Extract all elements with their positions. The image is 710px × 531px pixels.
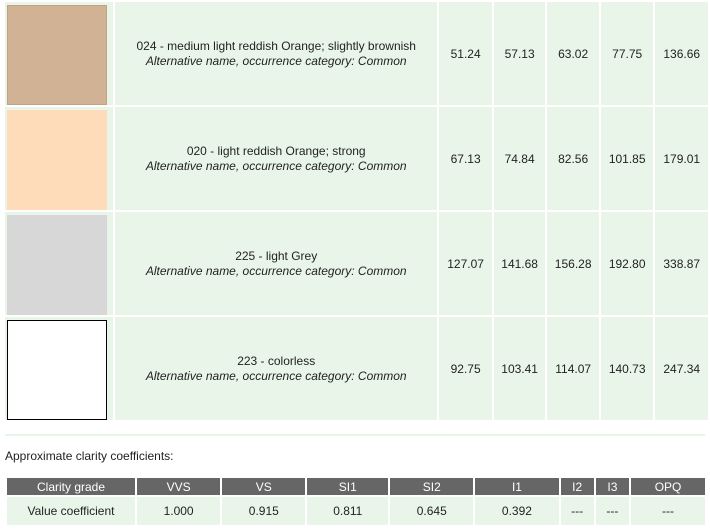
- price-value: 51.24: [439, 2, 492, 105]
- color-description: 020 - light reddish Orange; strong Alter…: [115, 107, 438, 210]
- color-alt-name: Alternative name, occurrence category: C…: [145, 263, 407, 278]
- price-value: 338.87: [655, 212, 708, 315]
- price-value: 179.01: [655, 107, 708, 210]
- color-alt-name: Alternative name, occurrence category: C…: [145, 158, 407, 173]
- color-title: 223 - colorless: [237, 353, 316, 368]
- color-title: 024 - medium light reddish Orange; sligh…: [136, 38, 416, 53]
- clarity-value: 0.645: [390, 497, 474, 525]
- clarity-value: 1.000: [137, 497, 221, 525]
- color-swatch: [7, 4, 107, 105]
- clarity-coefficients-table: Clarity grade VVS VS SI1 SI2 I1 I2 I3 OP…: [5, 476, 707, 527]
- price-value: 101.85: [600, 107, 654, 210]
- clarity-header-row: Clarity grade VVS VS SI1 SI2 I1 I2 I3 OP…: [7, 478, 705, 495]
- price-value: 140.73: [600, 317, 654, 420]
- section-divider: [5, 434, 705, 436]
- clarity-header: I1: [475, 478, 559, 495]
- table-row: 020 - light reddish Orange; strong Alter…: [5, 107, 708, 210]
- price-value: 192.80: [600, 212, 654, 315]
- clarity-header: SI2: [390, 478, 474, 495]
- color-alt-name: Alternative name, occurrence category: C…: [145, 53, 407, 68]
- price-value: 77.75: [600, 2, 654, 105]
- table-row: 223 - colorless Alternative name, occurr…: [5, 317, 708, 420]
- price-value: 92.75: [439, 317, 492, 420]
- clarity-value: ---: [595, 497, 630, 525]
- clarity-value: 0.915: [222, 497, 306, 525]
- clarity-header: I3: [595, 478, 630, 495]
- color-swatch: [7, 319, 107, 420]
- color-title: 020 - light reddish Orange; strong: [186, 143, 366, 158]
- price-value: 156.28: [547, 212, 599, 315]
- price-value: 247.34: [655, 317, 708, 420]
- price-value: 67.13: [439, 107, 492, 210]
- price-value: 136.66: [655, 2, 708, 105]
- price-value: 127.07: [439, 212, 492, 315]
- clarity-value: ---: [560, 497, 594, 525]
- price-value: 114.07: [547, 317, 599, 420]
- clarity-value: Value coefficient: [7, 497, 135, 525]
- clarity-heading: Approximate clarity coefficients:: [5, 449, 174, 463]
- color-alt-name: Alternative name, occurrence category: C…: [145, 368, 407, 383]
- price-value: 57.13: [493, 2, 546, 105]
- price-value: 141.68: [493, 212, 546, 315]
- clarity-header: OPQ: [631, 478, 705, 495]
- table-row: 024 - medium light reddish Orange; sligh…: [5, 2, 708, 105]
- clarity-value-row: Value coefficient 1.000 0.915 0.811 0.64…: [7, 497, 705, 525]
- table-row: 225 - light Grey Alternative name, occur…: [5, 212, 708, 315]
- price-value: 74.84: [493, 107, 546, 210]
- clarity-header: I2: [560, 478, 594, 495]
- color-description: 225 - light Grey Alternative name, occur…: [115, 212, 438, 315]
- clarity-header: VS: [222, 478, 306, 495]
- price-value: 103.41: [493, 317, 546, 420]
- color-description: 024 - medium light reddish Orange; sligh…: [115, 2, 438, 105]
- color-title: 225 - light Grey: [235, 248, 318, 263]
- clarity-value: ---: [631, 497, 705, 525]
- color-variants-table: 024 - medium light reddish Orange; sligh…: [3, 0, 710, 422]
- color-swatch: [7, 109, 107, 210]
- price-value: 63.02: [547, 2, 599, 105]
- clarity-header: Clarity grade: [7, 478, 135, 495]
- color-description: 223 - colorless Alternative name, occurr…: [115, 317, 438, 420]
- clarity-header: VVS: [137, 478, 221, 495]
- clarity-header: SI1: [307, 478, 389, 495]
- clarity-value: 0.392: [475, 497, 559, 525]
- color-swatch: [7, 214, 107, 315]
- price-value: 82.56: [547, 107, 599, 210]
- clarity-value: 0.811: [307, 497, 389, 525]
